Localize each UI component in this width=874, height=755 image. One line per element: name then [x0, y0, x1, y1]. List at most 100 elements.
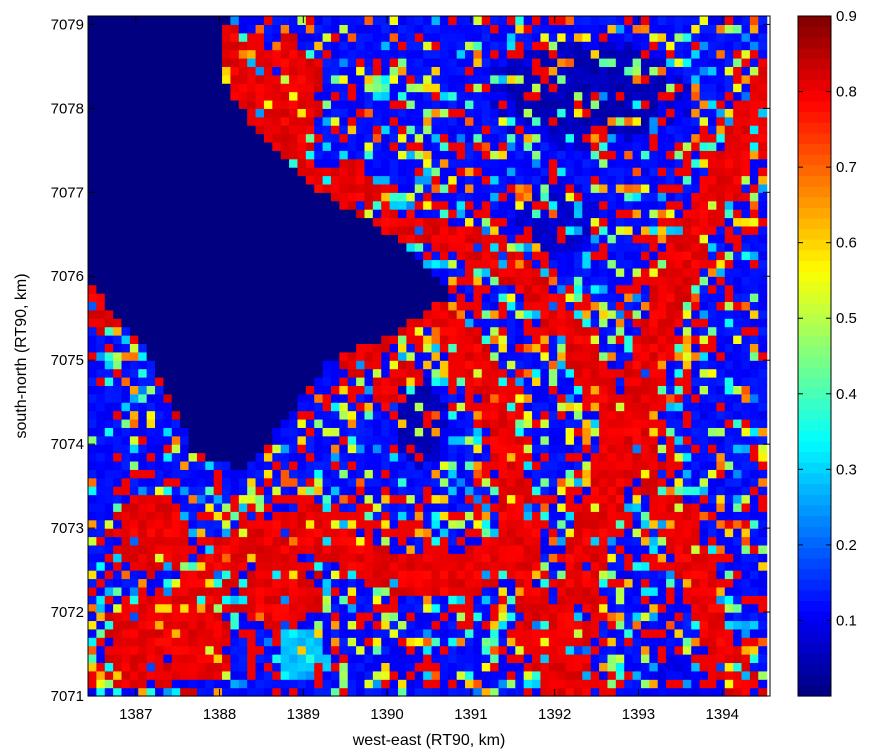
- heatmap-cell: [88, 444, 97, 454]
- heatmap-cell: [724, 486, 734, 496]
- heatmap-cell: [230, 418, 240, 428]
- heatmap-cell: [599, 410, 609, 420]
- heatmap-cell: [640, 586, 650, 596]
- heatmap-cell: [129, 620, 139, 630]
- heatmap-cell: [733, 427, 743, 437]
- heatmap-cell: [272, 444, 282, 454]
- heatmap-cell: [398, 494, 407, 504]
- heatmap-cell: [297, 200, 307, 210]
- heatmap-cell: [104, 595, 114, 605]
- heatmap-cell: [414, 519, 424, 529]
- heatmap-cell: [682, 628, 692, 638]
- heatmap-cell: [280, 251, 290, 261]
- heatmap-cell: [238, 393, 248, 403]
- heatmap-cell: [121, 209, 131, 219]
- heatmap-cell: [481, 519, 491, 529]
- heatmap-cell: [733, 217, 743, 227]
- heatmap-cell: [632, 586, 642, 596]
- heatmap-cell: [573, 192, 583, 202]
- heatmap-cell: [138, 536, 148, 546]
- heatmap-cell: [657, 687, 667, 697]
- heatmap-cell: [297, 427, 307, 437]
- heatmap-cell: [699, 360, 709, 370]
- heatmap-cell: [272, 284, 282, 294]
- heatmap-cell: [724, 284, 734, 294]
- heatmap-cell: [171, 544, 181, 554]
- heatmap-cell: [582, 494, 592, 504]
- heatmap-cell: [599, 360, 609, 370]
- heatmap-cell: [280, 679, 290, 689]
- heatmap-cell: [280, 620, 290, 630]
- heatmap-cell: [272, 460, 282, 470]
- heatmap-cell: [372, 637, 382, 647]
- heatmap-cell: [180, 410, 190, 420]
- heatmap-cell: [205, 477, 215, 487]
- heatmap-cell: [666, 460, 676, 470]
- heatmap-cell: [716, 578, 726, 588]
- heatmap-cell: [305, 402, 315, 412]
- heatmap-cell: [548, 603, 558, 613]
- heatmap-cell: [607, 225, 617, 235]
- heatmap-cell: [280, 418, 290, 428]
- heatmap-cell: [532, 368, 542, 378]
- heatmap-cell: [607, 528, 617, 538]
- heatmap-cell: [339, 293, 349, 303]
- heatmap-cell: [146, 628, 156, 638]
- heatmap-cell: [515, 502, 525, 512]
- heatmap-cell: [339, 242, 349, 252]
- heatmap-cell: [196, 326, 206, 336]
- heatmap-cell: [733, 586, 743, 596]
- heatmap-cell: [498, 251, 508, 261]
- heatmap-cell: [548, 460, 558, 470]
- heatmap-cell: [347, 595, 357, 605]
- heatmap-cell: [305, 376, 315, 386]
- heatmap-cell: [590, 335, 600, 345]
- heatmap-cell: [171, 351, 181, 361]
- heatmap-cell: [389, 225, 399, 235]
- heatmap-cell: [666, 284, 676, 294]
- heatmap-cell: [582, 368, 592, 378]
- heatmap-cell: [498, 528, 508, 538]
- heatmap-cell: [557, 301, 567, 311]
- heatmap-cell: [280, 444, 290, 454]
- heatmap-cell: [255, 477, 265, 487]
- heatmap-cell: [749, 335, 759, 345]
- heatmap-cell: [171, 192, 181, 202]
- heatmap-cell: [213, 553, 223, 563]
- heatmap-cell: [205, 343, 215, 353]
- heatmap-cell: [708, 544, 717, 554]
- heatmap-cell: [196, 284, 206, 294]
- heatmap-cell: [280, 217, 290, 227]
- heatmap-cell: [339, 276, 349, 286]
- heatmap-cell: [289, 645, 299, 655]
- heatmap-cell: [624, 251, 634, 261]
- heatmap-cell: [263, 645, 273, 655]
- heatmap-cell: [222, 670, 232, 680]
- heatmap-cell: [213, 267, 223, 277]
- heatmap-cell: [473, 175, 483, 185]
- heatmap-cell: [540, 259, 550, 269]
- heatmap-cell: [280, 293, 290, 303]
- heatmap-cell: [163, 595, 173, 605]
- heatmap-cell: [347, 536, 357, 546]
- heatmap-cell: [716, 553, 726, 563]
- heatmap-cell: [414, 209, 424, 219]
- heatmap-cell: [205, 444, 215, 454]
- heatmap-cell: [113, 460, 123, 470]
- heatmap-cell: [431, 502, 441, 512]
- heatmap-cell: [129, 561, 139, 571]
- heatmap-cell: [607, 460, 617, 470]
- heatmap-cell: [481, 670, 491, 680]
- heatmap-cell: [666, 637, 676, 647]
- heatmap-cell: [749, 251, 759, 261]
- heatmap-cell: [163, 259, 173, 269]
- heatmap-cell: [540, 620, 550, 630]
- heatmap-cell: [682, 603, 692, 613]
- heatmap-cell: [146, 175, 156, 185]
- heatmap-cell: [439, 511, 449, 521]
- heatmap-cell: [163, 368, 173, 378]
- heatmap-cell: [682, 612, 692, 622]
- heatmap-cell: [364, 175, 374, 185]
- heatmap-cell: [431, 620, 441, 630]
- heatmap-cell: [389, 192, 399, 202]
